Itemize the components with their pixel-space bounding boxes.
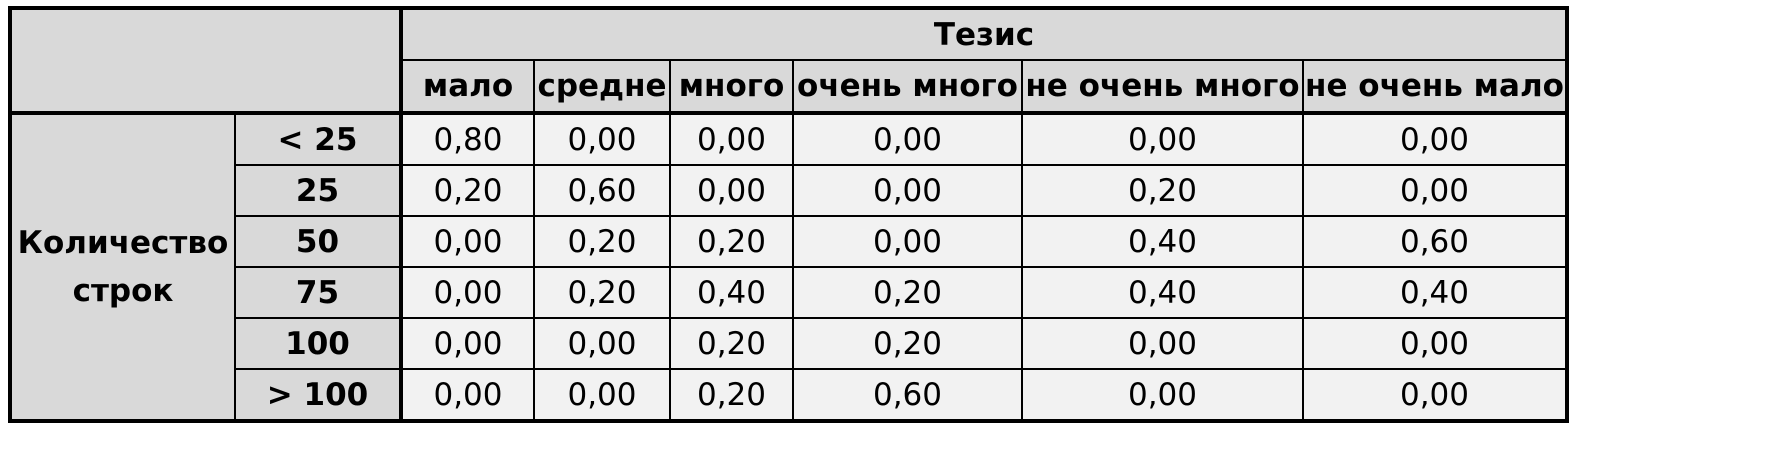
table-cell: 0,00	[792, 164, 1023, 217]
data-table: Тезис мало средне много очень много не о…	[8, 6, 1569, 423]
table-cell: 0,00	[1302, 368, 1568, 422]
table-cell: 0,80	[399, 112, 535, 166]
table-row: 75 0,00 0,20 0,40 0,20 0,40 0,40	[10, 266, 1568, 319]
table-cell: 0,60	[792, 368, 1023, 422]
table-cell: 0,00	[533, 317, 671, 370]
row-group-header: Количество строк	[9, 112, 236, 422]
table-cell: 0,20	[1021, 164, 1304, 217]
table-cell: 0,00	[533, 368, 671, 422]
table-cell: 0,00	[1302, 164, 1568, 217]
corner-cell	[9, 7, 402, 115]
row-header: > 100	[234, 368, 402, 422]
table-cell: 0,00	[399, 266, 535, 319]
table-cell: 0,00	[1302, 317, 1568, 370]
table-cell: 0,20	[669, 215, 794, 268]
column-header: мало	[399, 59, 535, 115]
row-header: 100	[234, 317, 402, 370]
table-row: Количество строк < 25 0,80 0,00 0,00 0,0…	[9, 112, 1568, 422]
row-header: 75	[234, 266, 402, 319]
table-cell: 0,00	[669, 164, 794, 217]
table-cell: 0,60	[1302, 215, 1568, 268]
row-header: 50	[234, 215, 402, 268]
table-cell: 0,40	[1021, 215, 1304, 268]
table-cell: 0,20	[792, 317, 1023, 370]
table-cell: 0,00	[669, 112, 794, 166]
column-header: очень много	[792, 59, 1023, 115]
table-row: > 100 0,00 0,00 0,20 0,60 0,00 0,00	[10, 368, 1568, 422]
table-cell: 0,20	[533, 266, 671, 319]
table-cell: 0,40	[1021, 266, 1304, 319]
table-row: 100 0,00 0,00 0,20 0,20 0,00 0,00	[10, 317, 1568, 370]
table-cell: 0,00	[1302, 112, 1568, 166]
table-cell: 0,20	[669, 317, 794, 370]
table-cell: 0,20	[792, 266, 1023, 319]
table-cell: 0,00	[1021, 112, 1304, 166]
table-cell: 0,00	[792, 215, 1023, 268]
table-cell: 0,00	[399, 215, 535, 268]
column-header: не очень мало	[1302, 59, 1568, 115]
column-group-header: Тезис	[399, 7, 1568, 61]
column-header: много	[669, 59, 794, 115]
table-cell: 0,20	[669, 368, 794, 422]
table-cell: 0,00	[1021, 368, 1304, 422]
table-row: 25 0,20 0,60 0,00 0,00 0,20 0,00	[10, 164, 1568, 217]
row-header: < 25	[234, 112, 402, 166]
table-cell: 0,00	[1021, 317, 1304, 370]
column-header: не очень много	[1021, 59, 1304, 115]
column-header-row: мало средне много очень много не очень м…	[10, 59, 1568, 115]
table-row: 50 0,00 0,20 0,20 0,00 0,40 0,60	[10, 215, 1568, 268]
table-cell: 0,20	[399, 164, 535, 217]
table-cell: 0,40	[1302, 266, 1568, 319]
table-container: Тезис мало средне много очень много не о…	[8, 6, 1569, 423]
table-cell: 0,60	[533, 164, 671, 217]
column-header: средне	[533, 59, 671, 115]
table-cell: 0,00	[792, 112, 1023, 166]
table-cell: 0,00	[399, 317, 535, 370]
table-cell: 0,40	[669, 266, 794, 319]
table-cell: 0,20	[533, 215, 671, 268]
table-cell: 0,00	[533, 112, 671, 166]
row-header: 25	[234, 164, 402, 217]
table-cell: 0,00	[399, 368, 535, 422]
